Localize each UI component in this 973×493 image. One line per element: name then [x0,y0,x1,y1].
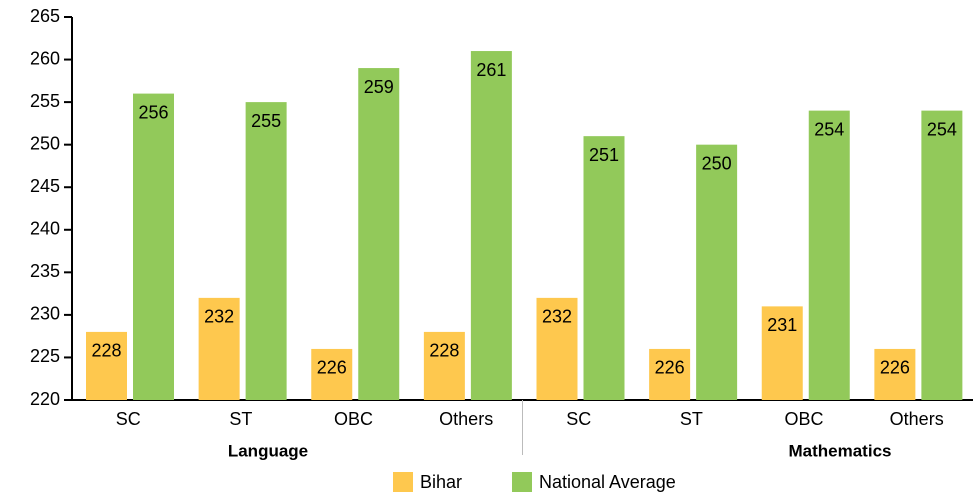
value-label: 254 [927,119,957,139]
value-label: 256 [138,102,168,122]
value-label: 232 [542,307,572,327]
value-label: 254 [814,119,844,139]
x-tick-label: SC [116,409,141,429]
value-label: 255 [251,111,281,131]
bar [536,297,578,400]
value-label: 226 [880,358,910,378]
value-label: 231 [767,315,797,335]
y-tick-label: 230 [30,304,60,324]
y-tick-label: 265 [30,6,60,26]
bar [423,331,465,400]
x-tick-label: ST [680,409,703,429]
bar [874,348,916,400]
value-label: 261 [476,60,506,80]
value-label: 228 [429,341,459,361]
group-label: Language [228,441,308,460]
y-tick-label: 225 [30,346,60,366]
value-label: 259 [364,77,394,97]
bar [133,93,174,400]
y-tick-label: 220 [30,389,60,409]
bar [649,348,691,400]
bar [358,68,400,401]
bar [921,110,963,400]
legend-swatch [512,472,532,492]
value-label: 226 [317,358,347,378]
y-tick-label: 235 [30,261,60,281]
x-tick-label: Others [890,409,944,429]
y-tick-label: 240 [30,219,60,239]
x-tick-label: Others [439,409,493,429]
value-label: 226 [655,358,685,378]
bar [583,136,625,400]
bar [696,144,738,400]
value-label: 232 [204,307,234,327]
bar [311,348,353,400]
legend-label: National Average [539,472,676,492]
bar [808,110,850,400]
x-tick-label: OBC [785,409,824,429]
group-label: Mathematics [789,441,892,460]
x-tick-label: ST [229,409,252,429]
x-tick-label: OBC [334,409,373,429]
value-label: 251 [589,145,619,165]
value-label: 250 [702,153,732,173]
y-tick-label: 250 [30,133,60,153]
bar [761,306,803,400]
y-tick-label: 255 [30,91,60,111]
bar [245,102,287,400]
bar [198,297,240,400]
value-label: 228 [91,341,121,361]
x-tick-label: SC [566,409,591,429]
bar [470,51,512,401]
bar [86,331,127,400]
y-tick-label: 245 [30,176,60,196]
legend-label: Bihar [420,472,462,492]
y-tick-label: 260 [30,48,60,68]
legend-swatch [393,472,413,492]
